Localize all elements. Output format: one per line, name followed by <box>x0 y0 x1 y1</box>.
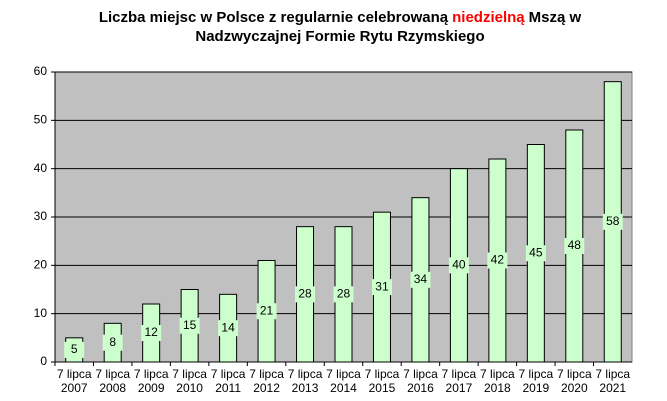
value-label: 15 <box>183 318 197 332</box>
value-label-bg <box>295 286 316 303</box>
value-label: 8 <box>109 335 116 349</box>
value-label: 5 <box>71 342 78 356</box>
value-label-bg <box>525 245 546 262</box>
value-label: 12 <box>144 325 158 339</box>
value-label-bg <box>564 238 585 254</box>
value-label-bg <box>487 252 508 269</box>
x-tick-label: 7 lipca <box>211 367 246 381</box>
value-label-bg <box>333 286 354 303</box>
x-tick-label: 2008 <box>99 381 126 395</box>
x-tick-label: 2016 <box>407 381 434 395</box>
x-tick-label: 2015 <box>369 381 396 395</box>
value-label: 40 <box>452 258 466 272</box>
x-tick-label: 2010 <box>176 381 203 395</box>
value-label: 48 <box>568 238 582 252</box>
value-label: 21 <box>260 303 274 317</box>
y-tick-label: 50 <box>34 113 48 127</box>
x-tick-label: 7 lipca <box>518 367 553 381</box>
x-tick-label: 7 lipca <box>326 367 361 381</box>
x-tick-label: 2020 <box>561 381 588 395</box>
x-tick-label: 7 lipca <box>365 367 400 381</box>
chart-title: Nadzwyczajnej Formie Rytu Rzymskiego <box>195 28 484 45</box>
x-tick-label: 7 lipca <box>249 367 284 381</box>
value-label: 14 <box>221 320 235 334</box>
chart-title: Liczba miejsc w Polsce z regularnie cele… <box>99 9 582 26</box>
title-part: niedzielną <box>452 9 525 26</box>
x-tick-label: 2021 <box>599 381 626 395</box>
value-label-bg <box>448 257 469 274</box>
x-tick-label: 2013 <box>292 381 319 395</box>
value-label-bg <box>371 279 392 296</box>
x-tick-label: 7 lipca <box>442 367 477 381</box>
title-part: Nadzwyczajnej Formie Rytu Rzymskiego <box>195 28 484 45</box>
value-label: 28 <box>298 287 312 301</box>
y-tick-label: 40 <box>34 161 48 175</box>
value-label-bg <box>179 317 200 334</box>
y-tick-label: 30 <box>34 209 48 223</box>
y-tick-label: 20 <box>34 258 48 272</box>
value-label: 58 <box>606 214 620 228</box>
value-label: 34 <box>414 272 428 286</box>
value-label-bg <box>64 341 85 358</box>
value-label: 28 <box>337 287 351 301</box>
x-tick-label: 7 lipca <box>480 367 515 381</box>
x-tick-label: 7 lipca <box>403 367 438 381</box>
value-label-bg <box>141 325 162 341</box>
x-tick-label: 7 lipca <box>557 367 592 381</box>
x-tick-label: 7 lipca <box>288 367 323 381</box>
x-tick-label: 2009 <box>138 381 165 395</box>
x-tick-label: 2017 <box>446 381 473 395</box>
x-tick-label: 2019 <box>522 381 549 395</box>
value-label: 31 <box>375 279 389 293</box>
value-label: 45 <box>529 245 543 259</box>
x-tick-label: 2011 <box>215 381 241 395</box>
y-tick-label: 0 <box>40 354 47 368</box>
value-label-bg <box>602 213 623 230</box>
x-tick-label: 2007 <box>61 381 88 395</box>
x-tick-label: 7 lipca <box>95 367 130 381</box>
value-label-bg <box>218 320 239 337</box>
title-part: Liczba miejsc w Polsce z regularnie cele… <box>99 9 449 26</box>
value-label-bg <box>256 303 277 320</box>
value-label-bg <box>102 334 123 351</box>
y-tick-label: 10 <box>34 306 48 320</box>
x-tick-label: 7 lipca <box>134 367 169 381</box>
value-label: 42 <box>491 253 505 267</box>
x-tick-label: 2014 <box>330 381 357 395</box>
x-tick-label: 7 lipca <box>172 367 207 381</box>
x-tick-label: 2012 <box>253 381 280 395</box>
value-label-bg <box>410 271 431 288</box>
y-tick-label: 60 <box>34 64 48 78</box>
x-tick-label: 7 lipca <box>595 367 630 381</box>
title-part: Mszą w <box>529 9 582 26</box>
x-tick-label: 7 lipca <box>57 367 92 381</box>
x-tick-label: 2018 <box>484 381 511 395</box>
